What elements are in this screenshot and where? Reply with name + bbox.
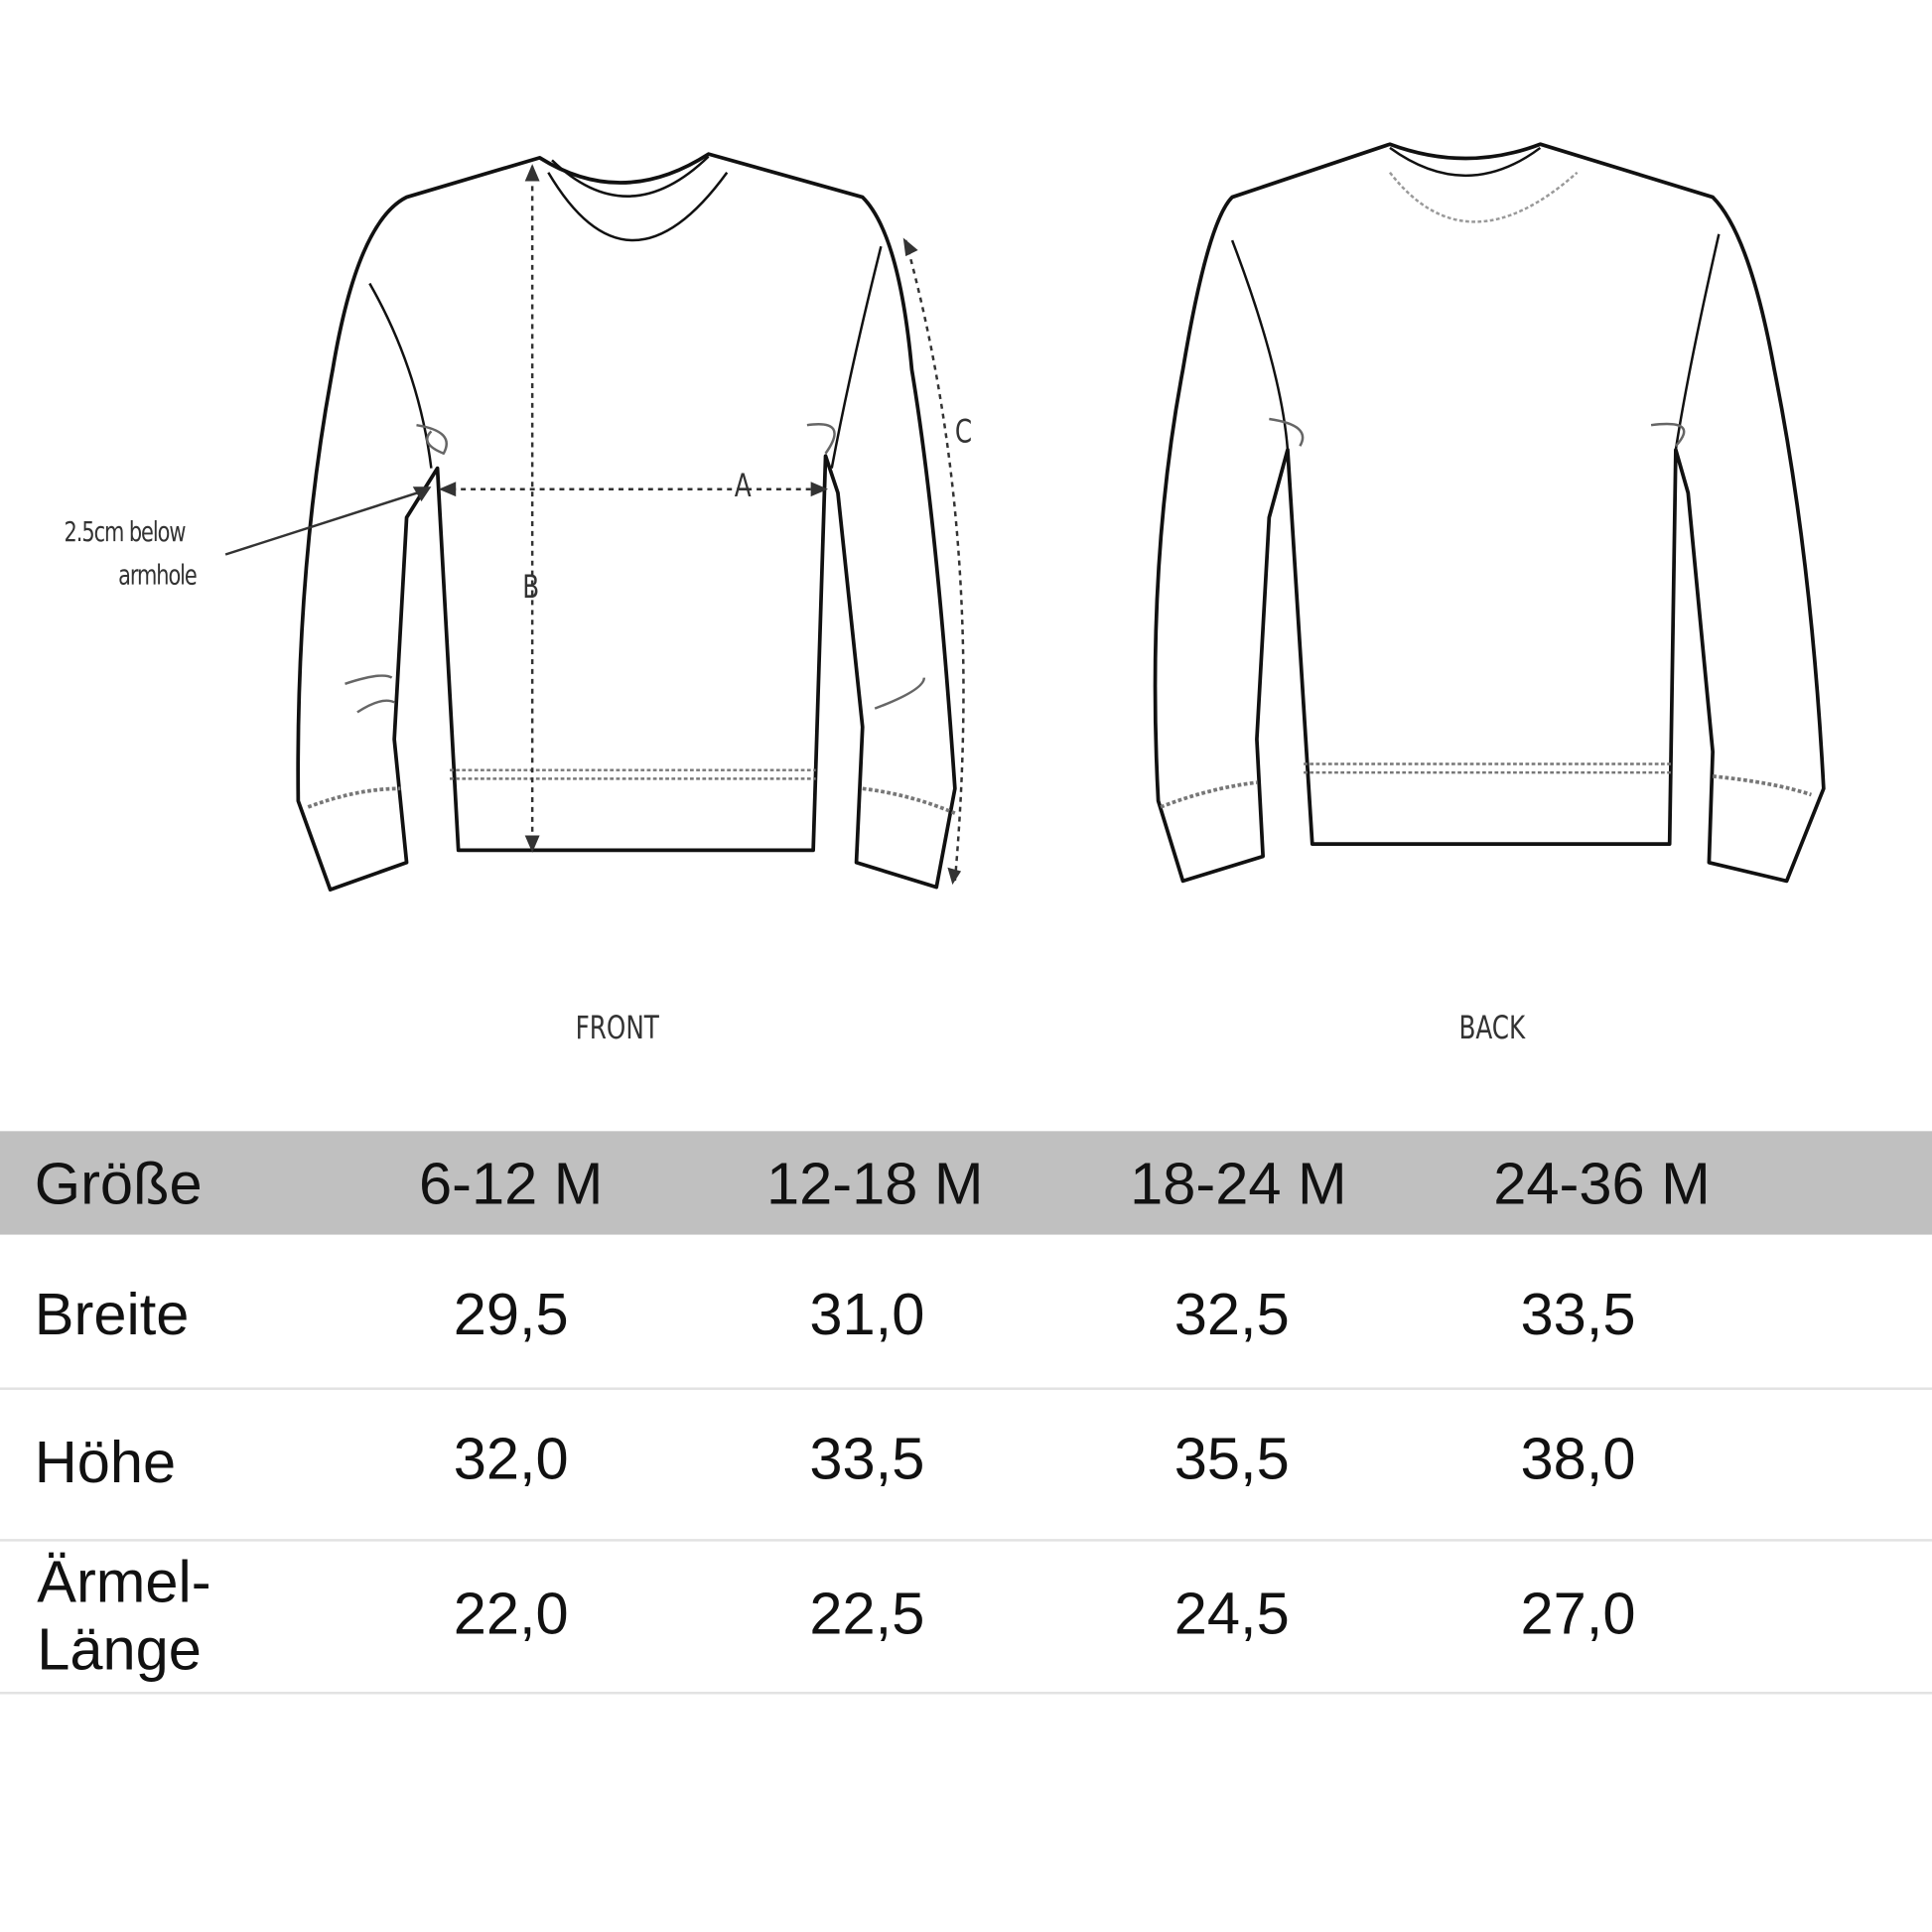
header-col: 24-36 M bbox=[1493, 1152, 1711, 1218]
back-label: BACK bbox=[1458, 1010, 1526, 1047]
cell-value: 31,0 bbox=[809, 1282, 925, 1348]
row-label: Länge bbox=[37, 1617, 202, 1684]
cell-value: 29,5 bbox=[453, 1282, 569, 1348]
front-label: FRONT bbox=[575, 1010, 659, 1047]
cell-value: 22,0 bbox=[453, 1582, 569, 1648]
header-col: 6-12 M bbox=[418, 1152, 604, 1218]
back-sweater-drawing bbox=[1153, 142, 1826, 884]
measure-a-label: A bbox=[734, 468, 752, 505]
measure-b-label: B bbox=[522, 569, 540, 607]
cell-value: 22,5 bbox=[809, 1582, 925, 1648]
front-sweater-drawing bbox=[296, 152, 957, 892]
annotation-line1: 2.5cm below bbox=[64, 517, 187, 549]
row-divider bbox=[0, 1387, 1932, 1390]
cell-value: 32,0 bbox=[453, 1427, 569, 1492]
measurement-lines bbox=[441, 166, 965, 882]
sweater-diagram bbox=[224, 142, 1826, 892]
header-size: Größe bbox=[34, 1152, 203, 1218]
cell-value: 32,5 bbox=[1173, 1282, 1290, 1348]
row-divider bbox=[0, 1692, 1932, 1695]
header-col: 18-24 M bbox=[1130, 1152, 1347, 1218]
row-label: Höhe bbox=[34, 1430, 177, 1496]
cell-value: 33,5 bbox=[1520, 1282, 1636, 1348]
cell-value: 35,5 bbox=[1173, 1427, 1290, 1492]
row-label: Breite bbox=[34, 1282, 190, 1348]
cell-value: 33,5 bbox=[809, 1427, 925, 1492]
table-header-band bbox=[0, 1131, 1932, 1235]
cell-value: 27,0 bbox=[1520, 1582, 1636, 1648]
measure-c-label: C bbox=[954, 414, 973, 452]
header-col: 12-18 M bbox=[765, 1152, 984, 1218]
row-divider bbox=[0, 1539, 1932, 1542]
cell-value: 38,0 bbox=[1520, 1427, 1636, 1492]
row-label: Ärmel- bbox=[37, 1550, 211, 1616]
annotation-line2: armhole bbox=[118, 560, 198, 592]
cell-value: 24,5 bbox=[1173, 1582, 1290, 1648]
